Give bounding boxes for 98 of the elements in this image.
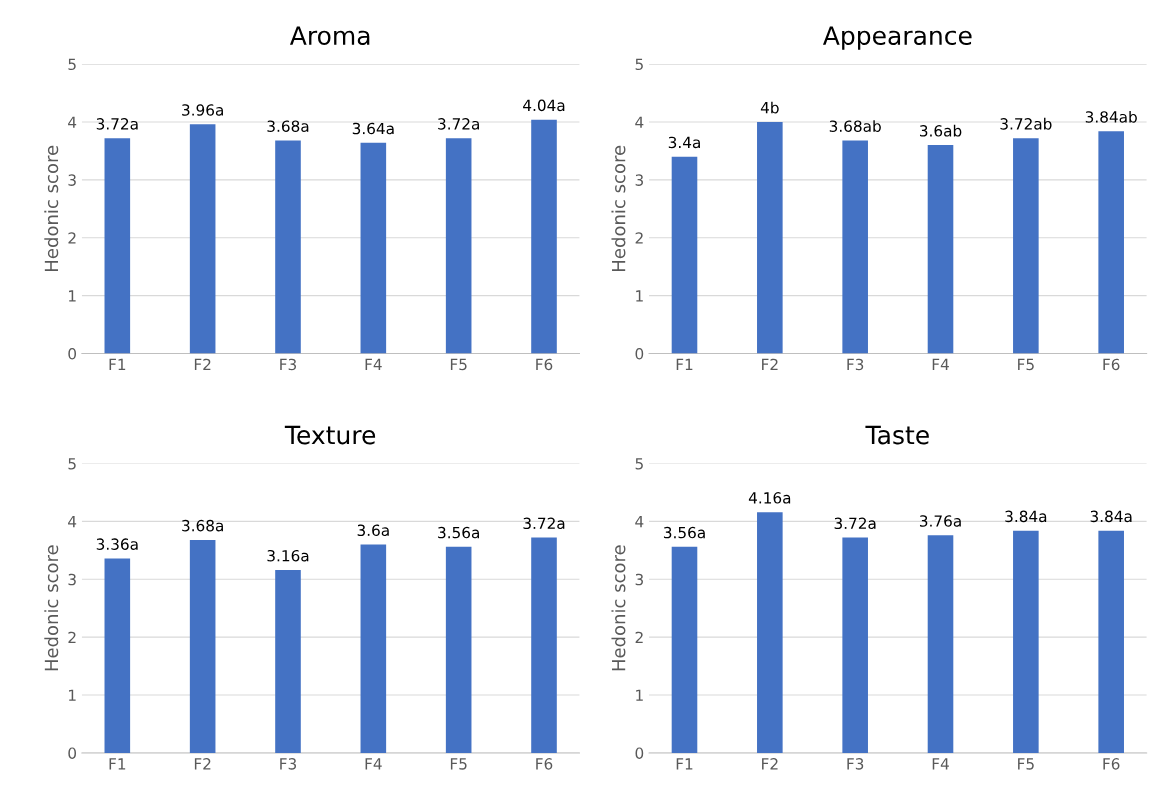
bar — [445, 138, 472, 354]
y-tick-label: 1 — [69, 290, 76, 302]
x-tick-label: F1 — [676, 358, 693, 370]
bar — [275, 140, 301, 354]
data-label: 3.64a — [352, 122, 394, 135]
x-tick-label: F6 — [1103, 358, 1120, 371]
y-tick-label: 0 — [635, 347, 644, 360]
bar — [360, 142, 387, 354]
data-label: 3.16a — [267, 549, 309, 562]
data-label: 3.68a — [182, 519, 223, 532]
y-tick-label: 4 — [635, 116, 644, 128]
bar — [531, 119, 557, 354]
y-tick-label: 3 — [635, 174, 643, 186]
data-label: 4.16a — [748, 492, 791, 504]
x-tick-label: F1 — [109, 358, 126, 370]
y-tick-label: 4 — [68, 116, 77, 128]
bar — [1013, 138, 1039, 354]
x-tick-label: F6 — [536, 758, 553, 770]
x-tick-label: F3 — [847, 758, 864, 770]
x-tick-label: F5 — [450, 758, 467, 770]
y-axis-title: Hedonic score — [44, 145, 59, 271]
y-tick-label: 0 — [68, 347, 77, 360]
y-tick-label: 4 — [635, 516, 644, 528]
data-label: 3.96a — [182, 104, 223, 116]
x-tick-label: F4 — [932, 758, 949, 770]
bar — [927, 535, 954, 753]
chart-title: Texture — [284, 425, 376, 445]
bar — [757, 121, 783, 354]
data-label: 3.6a — [357, 524, 389, 537]
bar — [757, 512, 783, 753]
data-label: 3.72a — [834, 517, 876, 530]
y-tick-label: 5 — [68, 458, 76, 470]
x-tick-label: F2 — [762, 758, 778, 770]
bar — [1013, 530, 1039, 753]
y-axis-title: Hedonic score — [44, 545, 59, 671]
data-label: 3.72a — [523, 517, 565, 530]
x-tick-label: F1 — [109, 758, 126, 770]
y-tick-label: 1 — [69, 689, 76, 701]
x-tick-label: F4 — [365, 758, 382, 770]
y-tick-label: 3 — [635, 573, 643, 586]
data-label: 3.6ab — [919, 124, 962, 137]
y-tick-label: 5 — [635, 458, 643, 470]
x-tick-label: F5 — [450, 358, 467, 371]
data-label: 3.36a — [96, 538, 138, 550]
bar — [189, 124, 216, 354]
y-tick-label: 2 — [635, 631, 643, 643]
y-tick-label: 0 — [68, 747, 77, 759]
bar — [671, 156, 698, 354]
x-tick-label: F6 — [1103, 758, 1120, 770]
data-label: 3.84a — [1090, 510, 1132, 523]
bar — [671, 546, 698, 753]
bar — [1098, 530, 1124, 753]
x-tick-label: F3 — [280, 358, 297, 371]
x-tick-label: F2 — [762, 358, 778, 370]
y-tick-label: 5 — [635, 58, 643, 71]
x-tick-label: F5 — [1018, 358, 1034, 371]
data-label: 4.04a — [523, 99, 565, 112]
x-tick-label: F4 — [365, 358, 382, 370]
data-label: 4b — [760, 101, 779, 114]
y-tick-label: 5 — [68, 58, 76, 71]
y-tick-label: 0 — [635, 747, 644, 759]
data-label: 3.72ab — [1000, 117, 1052, 130]
bar — [927, 145, 954, 354]
data-label: 3.84ab — [1085, 110, 1137, 123]
y-tick-label: 2 — [635, 232, 643, 244]
bar — [842, 140, 868, 354]
y-axis-title: Hedonic score — [611, 545, 626, 671]
x-tick-label: F4 — [932, 358, 949, 370]
chart-title: Taste — [865, 425, 929, 445]
x-tick-label: F1 — [676, 758, 693, 770]
bar — [104, 138, 131, 354]
data-label: 3.56a — [663, 526, 705, 539]
data-label: 3.72a — [96, 118, 138, 130]
x-tick-label: F2 — [194, 358, 211, 370]
data-label: 3.68a — [267, 120, 309, 132]
x-tick-label: F2 — [194, 758, 211, 770]
data-label: 3.68ab — [829, 120, 881, 132]
chart-title: Appearance — [822, 26, 972, 50]
data-label: 3.72a — [438, 118, 479, 130]
y-tick-label: 1 — [636, 290, 643, 302]
y-tick-label: 3 — [68, 174, 76, 186]
x-tick-label: F3 — [280, 758, 297, 770]
y-tick-label: 2 — [68, 232, 76, 244]
y-tick-label: 3 — [68, 573, 76, 586]
data-label: 3.84a — [1005, 510, 1047, 523]
x-tick-label: F5 — [1018, 758, 1034, 770]
bar — [842, 537, 868, 753]
y-tick-label: 1 — [636, 689, 643, 701]
bar — [1098, 131, 1124, 354]
data-label: 3.56a — [438, 526, 479, 539]
x-tick-label: F6 — [536, 358, 553, 371]
y-tick-label: 2 — [68, 631, 76, 643]
y-axis-title: Hedonic score — [611, 145, 626, 271]
data-label: 3.4a — [668, 136, 700, 149]
chart-title: Aroma — [289, 26, 370, 45]
x-tick-label: F3 — [847, 358, 864, 371]
y-tick-label: 4 — [68, 516, 77, 528]
data-label: 3.76a — [919, 515, 961, 527]
